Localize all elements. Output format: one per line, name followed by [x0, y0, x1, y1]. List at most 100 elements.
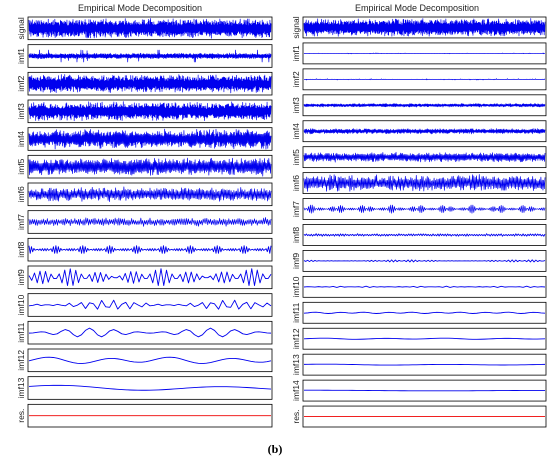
emd-row-left-13: imf13 [16, 376, 273, 400]
row-label: imf12 [291, 328, 301, 349]
row-label: res. [16, 409, 26, 423]
waveform-trace [304, 389, 546, 392]
waveform-trace [28, 101, 272, 122]
axes-frame [27, 237, 273, 262]
waveform-trace [303, 259, 546, 263]
emd-row-left-6: imf6 [16, 182, 273, 207]
emd-row-right-6: imf6 [291, 172, 547, 194]
row-label: imf12 [16, 350, 26, 371]
row-label: imf5 [291, 149, 301, 165]
emd-row-right-10: imf10 [291, 275, 547, 298]
row-label: imf9 [16, 269, 26, 285]
axes-frame [27, 348, 273, 373]
waveform-trace [303, 128, 546, 135]
waveform-trace [28, 299, 272, 310]
emd-row-right-12: imf12 [291, 327, 547, 350]
waveform-trace [28, 74, 272, 94]
waveform-trace [28, 268, 272, 287]
emd-row-left-12: imf12 [16, 348, 273, 373]
waveform-trace [303, 103, 546, 108]
waveform-trace [303, 52, 546, 55]
row-label: imf9 [291, 253, 301, 269]
emd-row-right-11: imf11 [291, 301, 547, 324]
waveform-trace [28, 18, 272, 39]
emd-row-left-2: imf2 [16, 71, 273, 96]
emd-row-left-1: imf1 [16, 44, 273, 68]
waveform-trace [303, 78, 546, 81]
waveform-trace [28, 327, 272, 338]
emd-row-right-15: res. [291, 405, 547, 428]
axes-frame [302, 301, 547, 324]
row-label: imf4 [16, 131, 26, 147]
waveform-trace [303, 151, 546, 163]
row-label: imf3 [291, 97, 301, 113]
waveform-trace [28, 49, 272, 63]
row-label: imf7 [16, 214, 26, 230]
emd-row-left-4: imf4 [16, 127, 273, 151]
figure-caption: (b) [268, 442, 283, 456]
panel-left-title: Empirical Mode Decomposition [78, 3, 202, 13]
row-label: imf7 [291, 201, 301, 217]
panel-right-title: Empirical Mode Decomposition [355, 3, 479, 13]
emd-row-right-3: imf3 [291, 94, 547, 117]
emd-row-right-2: imf2 [291, 68, 547, 91]
waveform-trace [303, 285, 546, 288]
row-label: imf14 [291, 380, 301, 401]
emd-row-right-14: imf14 [291, 379, 547, 402]
emd-row-right-4: imf4 [291, 120, 547, 143]
row-label: imf10 [16, 294, 26, 315]
axes-frame [27, 210, 273, 234]
row-label: imf1 [16, 48, 26, 64]
waveform-trace [303, 204, 546, 214]
emd-panel-left: Empirical Mode Decomposition signal imf1 i… [16, 3, 273, 428]
emd-row-right-1: imf1 [291, 42, 547, 65]
row-label: imf10 [291, 276, 301, 297]
row-label: imf4 [291, 123, 301, 139]
emd-panel-right: Empirical Mode Decomposition signal imf1 i… [291, 3, 547, 428]
axes-frame [27, 265, 273, 290]
row-label: imf11 [16, 322, 26, 342]
axes-frame [27, 182, 273, 207]
row-label: imf2 [291, 71, 301, 87]
row-label: imf11 [291, 302, 301, 322]
emd-row-left-7: imf7 [16, 210, 273, 234]
emd-row-right-8: imf8 [291, 224, 547, 246]
row-label: imf8 [16, 241, 26, 257]
waveform-trace [303, 337, 546, 340]
emd-row-left-3: imf3 [16, 99, 273, 124]
row-label: imf6 [16, 186, 26, 202]
emd-row-left-14: res. [16, 403, 273, 428]
waveform-trace [28, 245, 272, 254]
waveform-trace [28, 157, 272, 177]
row-label: imf13 [291, 354, 301, 375]
emd-row-left-11: imf11 [16, 320, 273, 345]
emd-row-right-0: signal [291, 16, 547, 39]
emd-row-left-8: imf8 [16, 237, 273, 262]
row-label: signal [291, 16, 301, 38]
waveform-trace [28, 217, 272, 227]
row-label: res. [291, 409, 301, 423]
row-label: imf8 [291, 227, 301, 243]
emd-row-left-5: imf5 [16, 154, 273, 179]
emd-row-left-10: imf10 [16, 293, 273, 317]
waveform-trace [28, 186, 272, 202]
waveform-trace [28, 384, 272, 391]
waveform-trace [303, 174, 546, 192]
row-label: imf6 [291, 175, 301, 191]
row-label: imf13 [16, 377, 26, 398]
axes-frame [27, 376, 273, 400]
axes-frame [27, 320, 273, 345]
waveform-trace [28, 356, 272, 364]
waveform-trace [303, 363, 546, 366]
waveform-trace [28, 128, 272, 150]
row-label: imf1 [291, 45, 301, 61]
row-label: imf5 [16, 158, 26, 174]
axes-frame [302, 198, 547, 220]
emd-row-left-9: imf9 [16, 265, 273, 290]
waveform-trace [303, 18, 546, 37]
axes-frame [27, 293, 273, 317]
waveform-trace [303, 311, 546, 314]
row-label: imf2 [16, 75, 26, 91]
emd-row-right-7: imf7 [291, 198, 547, 220]
